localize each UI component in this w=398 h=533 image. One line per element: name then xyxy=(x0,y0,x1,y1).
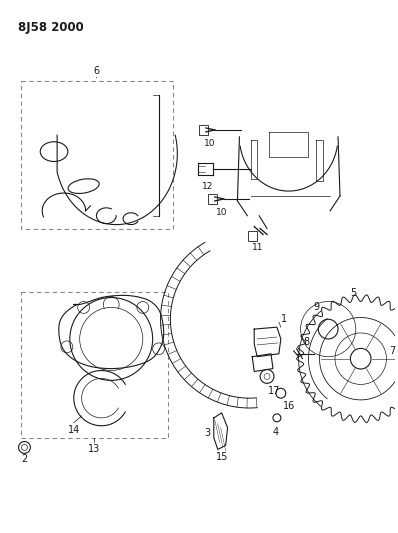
Text: 10: 10 xyxy=(204,139,216,148)
Bar xyxy=(199,125,208,135)
Text: 7: 7 xyxy=(389,346,395,356)
Text: 6: 6 xyxy=(94,66,100,76)
Text: 11: 11 xyxy=(252,243,264,252)
Text: 1: 1 xyxy=(281,314,287,324)
Text: 15: 15 xyxy=(215,453,228,462)
Text: 13: 13 xyxy=(88,445,101,455)
Text: 2: 2 xyxy=(21,454,27,464)
Bar xyxy=(248,231,257,241)
Text: 3: 3 xyxy=(204,427,210,438)
Bar xyxy=(21,292,168,438)
Text: 8J58 2000: 8J58 2000 xyxy=(18,21,83,35)
Text: 17: 17 xyxy=(268,386,280,396)
Text: 4: 4 xyxy=(273,426,279,437)
Bar xyxy=(21,80,174,229)
Text: 10: 10 xyxy=(216,208,227,217)
Text: 9: 9 xyxy=(313,302,320,312)
Text: 16: 16 xyxy=(283,401,295,411)
Text: 5: 5 xyxy=(350,288,356,297)
Text: 14: 14 xyxy=(68,425,80,435)
Bar xyxy=(208,194,217,204)
Text: 8: 8 xyxy=(303,337,310,347)
Text: 12: 12 xyxy=(202,182,214,191)
